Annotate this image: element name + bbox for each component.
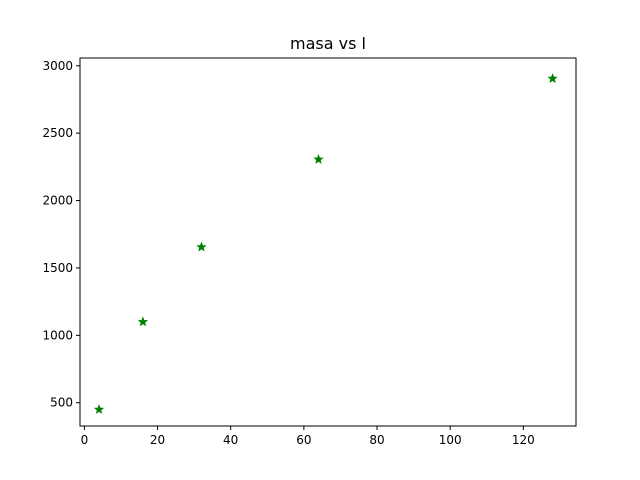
axis-ticks: 0 20 40 60 80 100 120 500 1000 1500 2000 2500 3000 [42, 59, 534, 447]
x-tick-label: 20 [150, 433, 165, 447]
data-point-star [313, 154, 324, 164]
data-point-star [137, 316, 149, 327]
x-tick-label: 100 [439, 433, 462, 447]
data-point-star [93, 404, 105, 414]
x-tick-label: 120 [512, 433, 535, 447]
data-point-star [547, 73, 558, 83]
y-tick-label: 1000 [42, 328, 73, 342]
y-tick-label: 500 [50, 396, 73, 410]
y-tick-label: 3000 [42, 59, 73, 73]
y-tick-label: 1500 [42, 261, 73, 275]
y-tick-label: 2500 [42, 126, 73, 140]
x-tick-label: 0 [81, 433, 89, 447]
x-tick-label: 40 [223, 433, 238, 447]
chart-title: masa vs l [290, 34, 366, 53]
x-tick-label: 80 [369, 433, 384, 447]
data-points [93, 73, 558, 414]
plot-frame [79, 57, 577, 427]
y-tick-label: 2000 [42, 194, 73, 208]
x-tick-label: 60 [296, 433, 311, 447]
data-point-star [196, 241, 207, 252]
